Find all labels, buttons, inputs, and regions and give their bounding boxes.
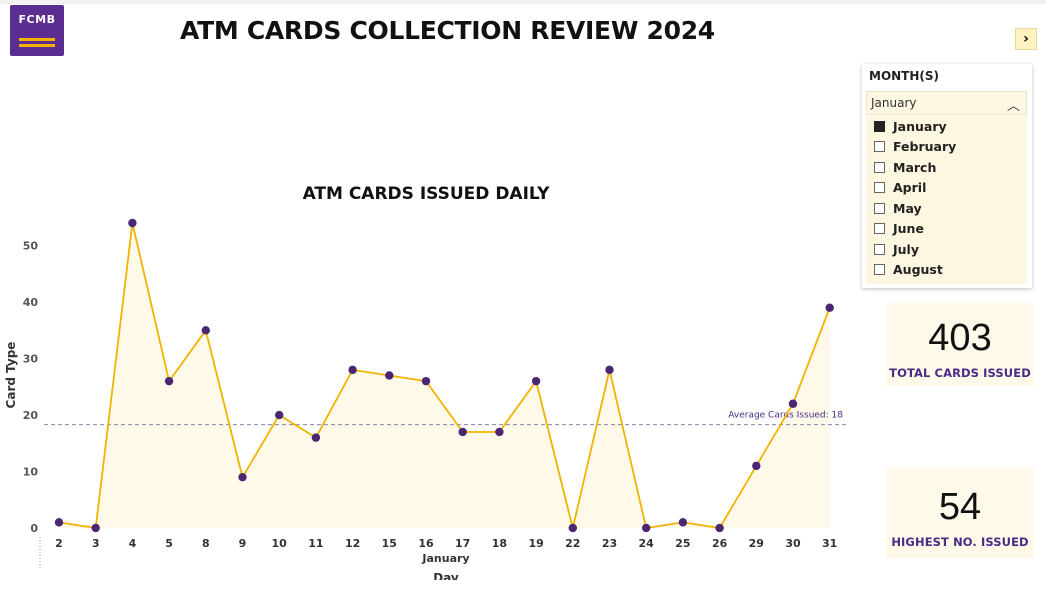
data-point xyxy=(495,427,504,437)
y-tick-label: 40 xyxy=(23,296,39,309)
x-group-label: January xyxy=(421,552,469,565)
chevron-right-icon: › xyxy=(1023,31,1029,47)
checkbox-icon xyxy=(874,182,885,193)
logo-text: FCMB xyxy=(18,13,56,26)
x-tick-label: 3 xyxy=(92,537,100,550)
x-axis-title: Day xyxy=(433,571,459,580)
logo-bar-icon xyxy=(19,38,55,41)
data-point xyxy=(788,399,798,408)
kpi-highest-value: 54 xyxy=(938,486,982,528)
checkbox-checked-icon xyxy=(874,120,885,132)
x-tick-label: 8 xyxy=(202,537,210,550)
top-strip xyxy=(0,0,1046,4)
daily-cards-chart: ATM CARDS ISSUED DAILY Average Cards Iss… xyxy=(4,184,848,580)
data-point xyxy=(164,376,174,386)
data-point xyxy=(54,518,64,527)
x-tick-label: 31 xyxy=(822,537,837,550)
chevron-up-icon: ︿ xyxy=(1006,99,1020,114)
option-february[interactable]: February xyxy=(874,137,956,157)
data-point xyxy=(642,523,651,533)
data-point xyxy=(568,523,577,533)
x-tick-label: 2 xyxy=(55,537,63,550)
month-slicer: MONTH(S) January ︿ January February Marc… xyxy=(862,64,1032,288)
data-point xyxy=(715,523,724,533)
data-point xyxy=(678,518,688,527)
x-tick-label: 23 xyxy=(602,537,617,550)
x-tick-label: 24 xyxy=(639,537,655,550)
x-tick-label: 4 xyxy=(129,537,137,550)
x-tick-label: 30 xyxy=(785,537,801,550)
checkbox-icon xyxy=(874,141,885,152)
data-point xyxy=(91,523,100,533)
checkbox-icon xyxy=(874,243,885,255)
data-point xyxy=(421,376,431,386)
expand-chevron-button[interactable]: › xyxy=(1015,28,1037,50)
x-tick-label: 11 xyxy=(308,537,323,550)
x-tick-label: 17 xyxy=(455,537,470,550)
y-tick-label: 10 xyxy=(23,466,39,479)
data-point xyxy=(531,376,541,386)
area-fill xyxy=(59,223,830,528)
series-line xyxy=(58,222,831,529)
x-tick-label: 12 xyxy=(345,537,360,550)
x-tick-label: 10 xyxy=(272,537,288,550)
x-tick-label: 16 xyxy=(418,537,434,550)
month-dropdown[interactable]: January ︿ xyxy=(866,91,1027,115)
dropdown-value: January xyxy=(871,96,917,110)
kpi-total-card: 403 TOTAL CARDS ISSUED xyxy=(886,303,1034,386)
x-tick-label: 15 xyxy=(382,537,397,550)
y-tick-label: 0 xyxy=(30,522,38,535)
x-tick-label: 18 xyxy=(492,537,507,550)
checkbox-icon xyxy=(874,264,885,275)
x-tick-label: 29 xyxy=(749,537,764,550)
slicer-header: MONTH(S) xyxy=(869,69,940,83)
data-point xyxy=(825,303,834,312)
kpi-total-label: TOTAL CARDS ISSUED xyxy=(889,366,1031,380)
data-point xyxy=(311,433,321,442)
kpi-total-value: 403 xyxy=(928,317,992,359)
data-point xyxy=(385,371,394,380)
data-point xyxy=(201,326,210,335)
x-tick-label: 22 xyxy=(565,537,580,550)
x-tick-label: 19 xyxy=(528,537,543,550)
x-tick-label: 5 xyxy=(165,537,173,550)
option-june[interactable]: June xyxy=(874,219,924,239)
chart-title: ATM CARDS ISSUED DAILY xyxy=(303,184,551,204)
y-tick-label: 30 xyxy=(23,353,39,366)
checkbox-icon xyxy=(874,223,885,234)
option-may[interactable]: May xyxy=(874,198,922,218)
data-point xyxy=(458,427,467,437)
data-point xyxy=(605,365,614,375)
y-axis-title: Card Type xyxy=(4,342,18,409)
checkbox-icon xyxy=(874,161,885,173)
data-point xyxy=(348,365,357,375)
x-tick-label: 25 xyxy=(675,537,690,550)
option-march[interactable]: March xyxy=(874,157,936,177)
y-tick-label: 50 xyxy=(23,240,39,253)
x-tick-label: 9 xyxy=(239,537,247,550)
checkbox-icon xyxy=(874,202,885,214)
option-april[interactable]: April xyxy=(874,178,926,198)
option-july[interactable]: July xyxy=(874,239,919,259)
month-option-list: January February March April May June Ju… xyxy=(866,116,1027,284)
data-point xyxy=(128,218,137,228)
fcmb-logo: FCMB xyxy=(10,5,64,56)
x-tick-label: 26 xyxy=(712,537,728,550)
option-january[interactable]: January xyxy=(874,116,947,136)
plot-area: Average Cards Issued: 182 3 4 5 8 9 10 11 12 15 16… xyxy=(23,218,848,550)
data-point xyxy=(752,461,761,471)
logo-bar-icon xyxy=(19,44,55,47)
y-tick-label: 20 xyxy=(23,409,39,422)
option-august[interactable]: August xyxy=(874,260,943,280)
page-title: ATM CARDS COLLECTION REVIEW 2024 xyxy=(180,16,715,45)
kpi-highest-card: 54 HIGHEST NO. ISSUED xyxy=(886,468,1034,558)
data-point xyxy=(238,472,247,482)
data-point xyxy=(275,410,284,420)
kpi-highest-label: HIGHEST NO. ISSUED xyxy=(891,535,1029,549)
